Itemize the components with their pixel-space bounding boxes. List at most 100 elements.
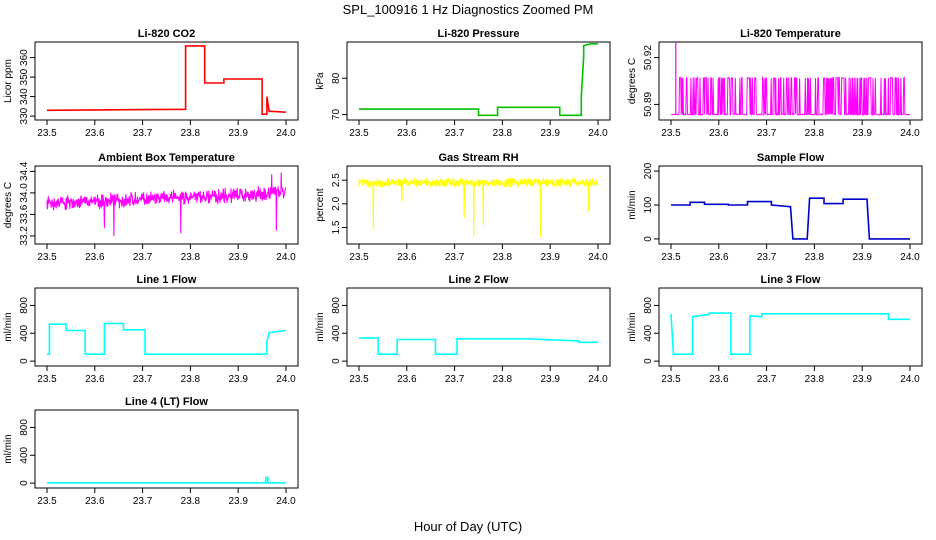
- series-line: [46, 172, 287, 236]
- x-tick-label: 23.8: [805, 128, 825, 139]
- plot-frame: [346, 165, 611, 245]
- x-tick-label: 23.5: [37, 374, 57, 385]
- x-tick-label: 23.6: [709, 252, 729, 263]
- panel-title: Gas Stream RH: [438, 152, 518, 164]
- panel-4: Ambient Box Temperature degrees C 23.5 23.6…: [3, 152, 299, 263]
- panel-2: Li-820 Pressure kPa 23.5 23.6 23.7 23.8 23.9 24…: [315, 28, 611, 139]
- x-tick-label: 23.6: [709, 374, 729, 385]
- panel-title: Li-820 Pressure: [438, 28, 520, 40]
- plot-frame: [34, 287, 299, 367]
- plot-frame: [658, 287, 923, 367]
- panel-6: Sample Flow ml/min 23.5 23.6 23.7 23.8 23.9 24.…: [627, 152, 923, 263]
- x-tick-label: 23.6: [85, 496, 105, 507]
- x-tick-label: 23.5: [37, 128, 57, 139]
- panel-title: Line 2 Flow: [449, 274, 509, 286]
- y-tick-label: 200: [643, 162, 654, 179]
- panel-8: Line 2 Flow ml/min 23.5 23.6 23.7 23.8 23.9 24.…: [315, 274, 611, 385]
- x-tick-label: 23.9: [228, 374, 248, 385]
- y-tick-label: 400: [19, 324, 30, 341]
- series-line: [359, 42, 598, 117]
- y-tick-label: 360: [19, 49, 30, 66]
- y-tick-label: 350: [19, 68, 30, 85]
- y-tick-label: 33.2: [19, 226, 30, 246]
- y-tick-label: 2.5: [331, 173, 342, 187]
- y-tick-label: 800: [19, 419, 30, 436]
- x-tick-label: 23.8: [805, 252, 825, 263]
- x-tick-label: 23.7: [133, 252, 153, 263]
- y-axis-label: kPa: [315, 72, 326, 90]
- panel-title: Line 3 Flow: [761, 274, 821, 286]
- series-line: [359, 337, 598, 356]
- series-line: [670, 312, 910, 356]
- y-tick-label: 800: [19, 297, 30, 314]
- x-tick-label: 23.6: [85, 374, 105, 385]
- x-tick-label: 23.5: [661, 252, 681, 263]
- x-tick-label: 23.7: [445, 374, 465, 385]
- y-axis-label: ml/min: [627, 312, 638, 341]
- x-tick-label: 23.7: [445, 128, 465, 139]
- x-tick-label: 23.7: [133, 128, 153, 139]
- x-tick-label: 24.0: [900, 374, 920, 385]
- x-tick-label: 23.9: [540, 374, 560, 385]
- x-tick-label: 23.5: [349, 252, 369, 263]
- panel-title: Sample Flow: [757, 152, 825, 164]
- x-tick-label: 23.9: [540, 128, 560, 139]
- plot-frame: [658, 165, 923, 245]
- series-line: [46, 45, 287, 115]
- plot-frame: [34, 165, 299, 245]
- x-tick-label: 23.9: [852, 128, 872, 139]
- series-line: [358, 176, 599, 237]
- plot-frame: [658, 41, 923, 121]
- x-tick-label: 23.8: [493, 374, 513, 385]
- x-tick-label: 23.7: [133, 496, 153, 507]
- plot-frame: [34, 409, 299, 489]
- x-tick-label: 24.0: [276, 128, 296, 139]
- y-axis-label: degrees C: [627, 58, 638, 104]
- x-tick-label: 24.0: [588, 374, 608, 385]
- y-tick-label: 0: [643, 236, 654, 242]
- y-tick-label: 50.89: [643, 91, 654, 116]
- x-tick-label: 23.9: [852, 252, 872, 263]
- y-tick-label: 800: [331, 297, 342, 314]
- y-tick-label: 50.92: [643, 45, 654, 70]
- y-tick-label: 34.4: [19, 161, 30, 181]
- panel-7: Line 1 Flow ml/min 23.5 23.6 23.7 23.8 23.9 24.…: [3, 274, 299, 385]
- x-tick-label: 23.9: [228, 496, 248, 507]
- y-tick-label: 400: [331, 324, 342, 341]
- y-tick-label: 100: [643, 196, 654, 213]
- figure-title: SPL_100916 1 Hz Diagnostics Zoomed PM: [343, 2, 594, 17]
- x-tick-label: 24.0: [900, 252, 920, 263]
- x-tick-label: 24.0: [900, 128, 920, 139]
- series-line: [671, 197, 910, 240]
- panel-1: Li-820 CO2 Licor ppm 23.5 23.6 23.7 23.8 23.9 2…: [3, 28, 299, 139]
- y-axis-label: percent: [315, 188, 326, 222]
- panel-3: Li-820 Temperature degrees C 23.5 23.6 23.7 2…: [627, 28, 923, 139]
- x-tick-label: 24.0: [276, 252, 296, 263]
- x-tick-label: 23.9: [228, 128, 248, 139]
- y-tick-label: 0: [19, 480, 30, 486]
- y-tick-label: 400: [643, 324, 654, 341]
- x-tick-label: 23.9: [852, 374, 872, 385]
- x-tick-label: 23.7: [445, 252, 465, 263]
- x-tick-label: 23.6: [85, 252, 105, 263]
- x-tick-label: 23.6: [397, 128, 417, 139]
- x-tick-label: 23.5: [349, 128, 369, 139]
- x-tick-label: 23.5: [37, 252, 57, 263]
- x-tick-label: 23.7: [757, 252, 777, 263]
- figure-xlabel: Hour of Day (UTC): [414, 519, 522, 534]
- plot-frame: [346, 287, 611, 367]
- panel-title: Ambient Box Temperature: [98, 152, 235, 164]
- y-axis-label: Licor ppm: [3, 59, 14, 103]
- x-tick-label: 23.7: [757, 374, 777, 385]
- series-line: [47, 476, 286, 484]
- x-tick-label: 23.8: [805, 374, 825, 385]
- panel-title: Li-820 CO2: [138, 28, 195, 40]
- x-tick-label: 23.9: [540, 252, 560, 263]
- x-tick-label: 24.0: [276, 496, 296, 507]
- x-tick-label: 24.0: [588, 252, 608, 263]
- x-tick-label: 23.6: [397, 252, 417, 263]
- x-tick-label: 23.5: [37, 496, 57, 507]
- x-tick-label: 23.9: [228, 252, 248, 263]
- x-tick-label: 23.7: [133, 374, 153, 385]
